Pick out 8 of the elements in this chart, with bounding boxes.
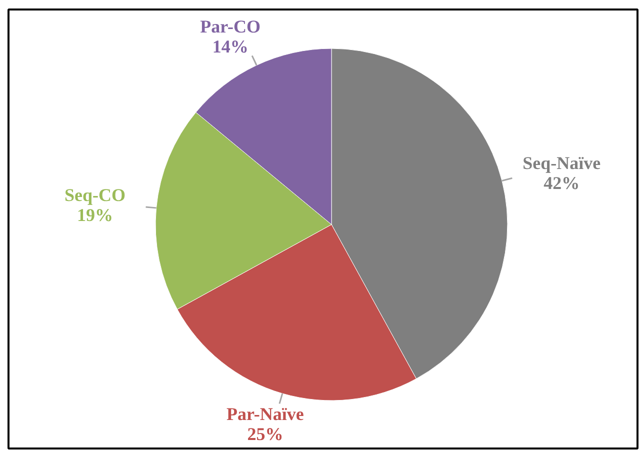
slice-label: Par-CO: [200, 16, 260, 37]
slice-label: Seq-Naïve: [522, 152, 601, 173]
data-label: 25%: [247, 424, 284, 444]
slice-label: Par-Naïve: [226, 404, 304, 424]
slice-label: Seq-CO: [64, 184, 126, 205]
data-label: 14%: [212, 36, 248, 57]
data-label: 19%: [76, 204, 113, 225]
data-label: 42%: [544, 172, 580, 193]
